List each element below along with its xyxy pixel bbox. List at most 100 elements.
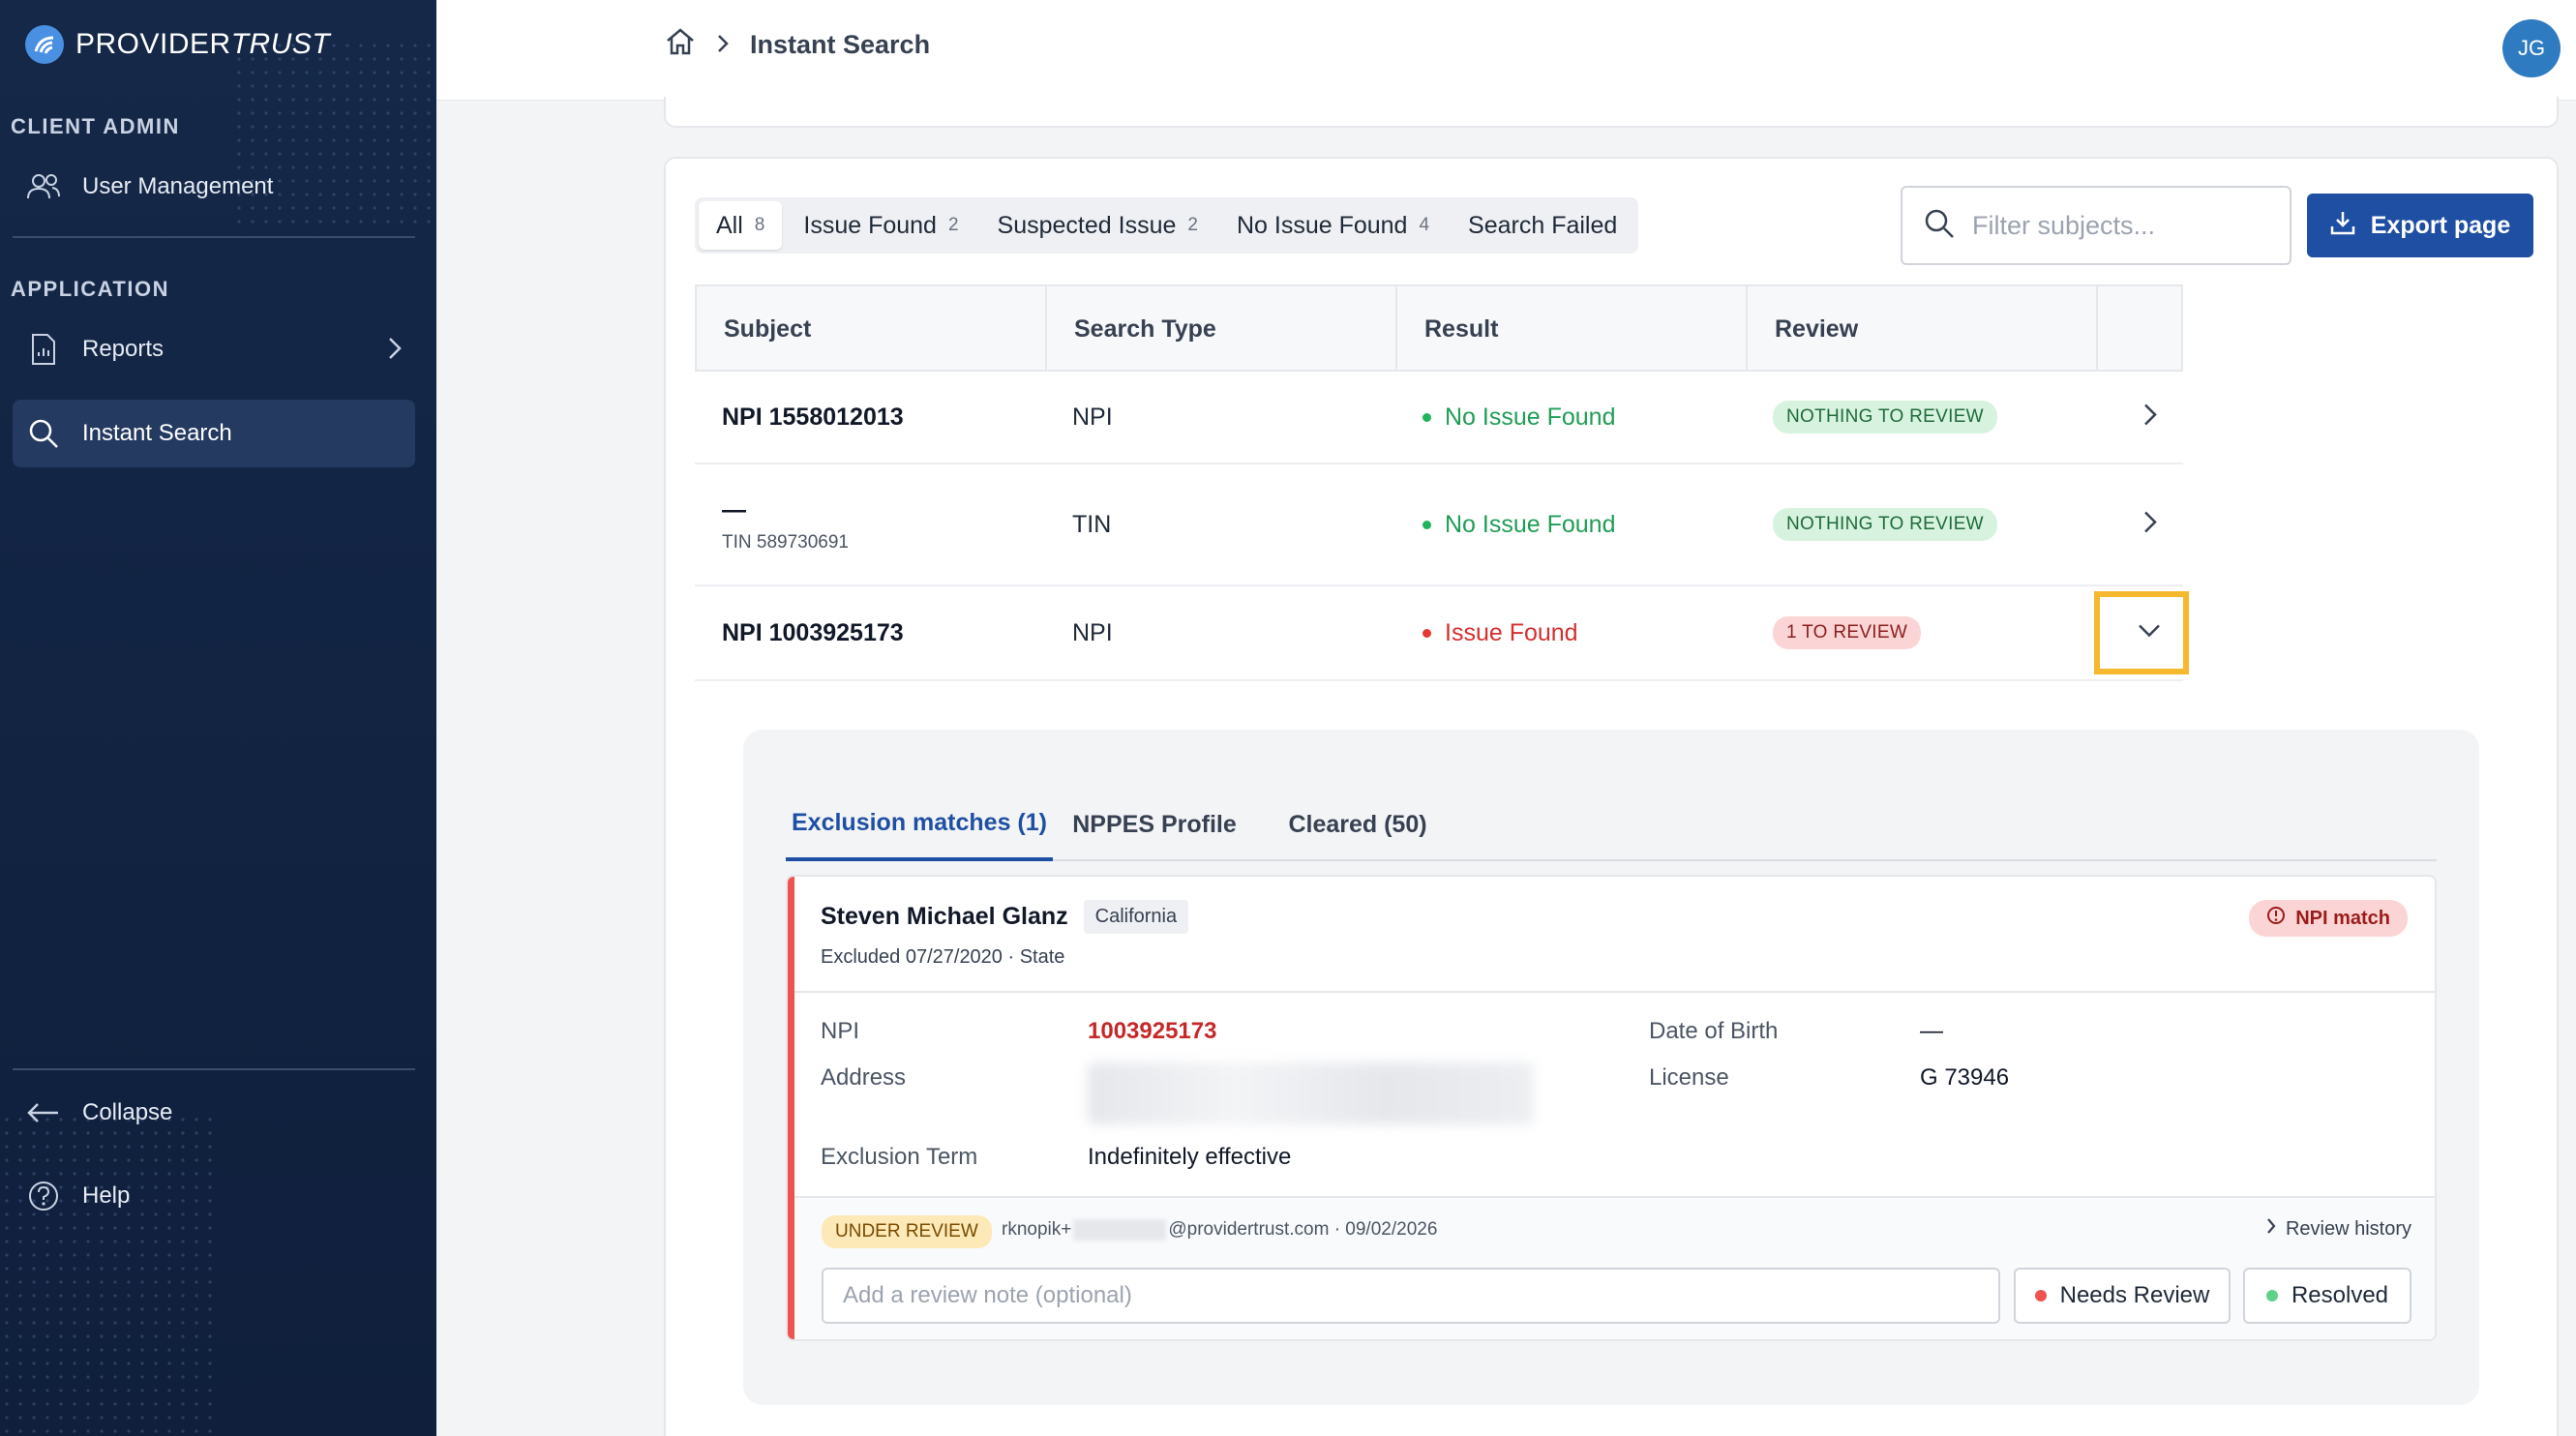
status-dot bbox=[2265, 1290, 2278, 1301]
breadcrumb: Instant Search bbox=[665, 27, 930, 63]
chevron-right-icon[interactable] bbox=[2142, 510, 2158, 540]
under-review-badge: UNDER REVIEW bbox=[822, 1215, 992, 1248]
result-status: Issue Found bbox=[1423, 619, 1578, 647]
filter-issue-found[interactable]: Issue Found 2 bbox=[786, 201, 975, 250]
filter-count: 4 bbox=[1419, 215, 1430, 235]
column-result[interactable]: Result bbox=[1397, 286, 1748, 372]
document-icon bbox=[26, 332, 61, 367]
state-chip: California bbox=[1083, 900, 1189, 934]
column-subject[interactable]: Subject bbox=[697, 286, 1047, 372]
redacted-address bbox=[1088, 1062, 1533, 1124]
npi-value[interactable]: 1003925173 bbox=[1088, 1018, 1217, 1044]
search-icon bbox=[26, 416, 61, 451]
chevron-right-icon bbox=[2266, 1217, 2276, 1241]
chevron-right-icon bbox=[717, 30, 729, 60]
table-row[interactable]: NPI 1003925173 NPI Issue Found 1 TO REVI… bbox=[695, 586, 2183, 681]
column-actions bbox=[2098, 286, 2183, 372]
filter-all[interactable]: All 8 bbox=[699, 201, 783, 250]
subject-secondary: TIN 589730691 bbox=[722, 531, 849, 553]
user-avatar[interactable]: JG bbox=[2502, 19, 2561, 77]
chevron-right-icon[interactable] bbox=[2142, 403, 2158, 433]
brand-logo[interactable]: PROVIDERTRUST bbox=[25, 25, 330, 64]
tab-cleared[interactable]: Cleared (50) bbox=[1288, 810, 1427, 838]
match-header: Steven Michael Glanz California bbox=[821, 900, 1189, 934]
license-value: G 73946 bbox=[1920, 1064, 2010, 1091]
search-type-value: NPI bbox=[1072, 403, 1113, 431]
review-badge: NOTHING TO REVIEW bbox=[1773, 401, 1997, 434]
collapse-label: Collapse bbox=[82, 1099, 173, 1125]
tab-nppes-profile[interactable]: NPPES Profile bbox=[1072, 810, 1237, 838]
reviewer-prefix: rknopik+ bbox=[1002, 1219, 1072, 1240]
decorative-dots bbox=[232, 39, 435, 232]
address-label: Address bbox=[821, 1064, 907, 1091]
resolved-label: Resolved bbox=[2291, 1282, 2389, 1308]
sidebar-item-instant-search[interactable]: Instant Search bbox=[13, 400, 415, 467]
subject-value: NPI 1558012013 bbox=[722, 403, 904, 431]
section-label-application: APPLICATION bbox=[11, 277, 169, 301]
brand-name: PROVIDERTRUST bbox=[75, 28, 331, 60]
review-note-input[interactable] bbox=[822, 1268, 2000, 1324]
filter-label: No Issue Found bbox=[1236, 211, 1408, 239]
sidebar: PROVIDERTRUST CLIENT ADMIN User Manageme… bbox=[0, 0, 436, 1436]
cell-review: NOTHING TO REVIEW bbox=[1746, 464, 1997, 584]
sidebar-item-reports[interactable]: Reports bbox=[13, 315, 415, 383]
status-dot bbox=[1423, 628, 1431, 638]
sidebar-item-user-management[interactable]: User Management bbox=[13, 153, 415, 221]
exclusion-term-value: Indefinitely effective bbox=[1088, 1144, 1292, 1170]
export-page-button[interactable]: Export page bbox=[2307, 194, 2533, 257]
alert-circle-icon bbox=[2266, 906, 2286, 931]
column-review[interactable]: Review bbox=[1748, 286, 2098, 372]
result-status: No Issue Found bbox=[1423, 404, 1616, 432]
dob-value: — bbox=[1920, 1018, 1943, 1044]
result-filter-tabs: All 8 Issue Found 2 Suspected Issue 2 No Is… bbox=[695, 197, 1639, 254]
focus-highlight bbox=[2094, 591, 2189, 674]
match-subtitle: Excluded 07/27/2020 · State bbox=[821, 946, 1065, 968]
exclusion-term-label: Exclusion Term bbox=[821, 1144, 978, 1170]
status-dot bbox=[1423, 520, 1431, 529]
logo-mark-icon bbox=[25, 25, 64, 64]
filter-search-failed[interactable]: Search Failed bbox=[1451, 201, 1634, 250]
filter-no-issue-found[interactable]: No Issue Found 4 bbox=[1219, 201, 1447, 250]
cell-result: No Issue Found bbox=[1395, 464, 1616, 584]
review-history-link[interactable]: Review history bbox=[2266, 1217, 2411, 1241]
npi-match-label: NPI match bbox=[2295, 907, 2390, 929]
collapse-button[interactable]: Collapse bbox=[13, 1079, 415, 1147]
cell-review: NOTHING TO REVIEW bbox=[1746, 372, 1997, 463]
cell-review: 1 TO REVIEW bbox=[1746, 586, 1922, 679]
download-icon bbox=[2330, 210, 2355, 242]
expanded-detail-panel: Exclusion matches (1) NPPES Profile Clea… bbox=[743, 730, 2479, 1405]
status-dot bbox=[1423, 412, 1431, 422]
detail-tabs: Exclusion matches (1) NPPES Profile Clea… bbox=[786, 788, 2437, 861]
chevron-down-icon[interactable] bbox=[2137, 623, 2162, 643]
tab-exclusion-matches[interactable]: Exclusion matches (1) bbox=[786, 788, 1053, 861]
sidebar-item-label: Reports bbox=[82, 336, 165, 362]
filter-subjects-field[interactable] bbox=[1901, 186, 2291, 265]
needs-review-label: Needs Review bbox=[2059, 1282, 2210, 1308]
filter-count: 8 bbox=[754, 215, 765, 235]
needs-review-button[interactable]: Needs Review bbox=[2014, 1268, 2231, 1324]
cell-search-type: NPI bbox=[1045, 372, 1113, 463]
sidebar-item-label: Instant Search bbox=[82, 420, 232, 446]
dob-label: Date of Birth bbox=[1649, 1018, 1779, 1044]
home-icon[interactable] bbox=[665, 27, 696, 63]
match-name: Steven Michael Glanz bbox=[821, 903, 1068, 930]
help-button[interactable]: Help bbox=[13, 1162, 415, 1230]
cell-subject: NPI 1003925173 bbox=[695, 586, 904, 679]
filter-suspected-issue[interactable]: Suspected Issue 2 bbox=[980, 201, 1215, 250]
search-type-value: NPI bbox=[1072, 618, 1113, 646]
filter-count: 2 bbox=[1187, 215, 1198, 235]
reviewer-info: rknopik+ @providertrust.com · 09/02/2026 bbox=[1002, 1219, 1437, 1241]
table-header: Subject Search Type Result Review bbox=[695, 284, 2183, 372]
column-search-type[interactable]: Search Type bbox=[1047, 286, 1397, 372]
review-badge: 1 TO REVIEW bbox=[1773, 616, 1922, 649]
export-label: Export page bbox=[2370, 211, 2511, 239]
filter-subjects-input[interactable] bbox=[1972, 210, 2282, 241]
decorative-dots bbox=[0, 1113, 213, 1436]
help-label: Help bbox=[82, 1182, 131, 1209]
table-row[interactable]: — TIN 589730691 TIN No Issue Found NOTHIN… bbox=[695, 464, 2183, 586]
sidebar-divider bbox=[13, 1068, 415, 1070]
subject-value: — bbox=[722, 495, 746, 524]
table-row[interactable]: NPI 1558012013 NPI No Issue Found NOTHIN… bbox=[695, 372, 2183, 464]
filter-label: All bbox=[716, 211, 743, 239]
resolved-button[interactable]: Resolved bbox=[2243, 1268, 2411, 1324]
